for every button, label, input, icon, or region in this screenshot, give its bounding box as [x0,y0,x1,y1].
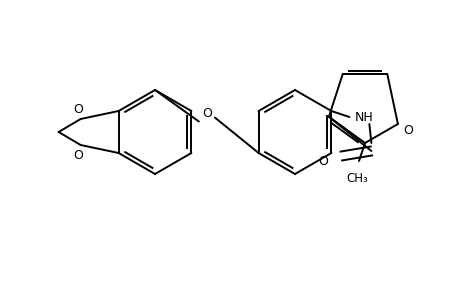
Text: O: O [318,154,328,167]
Text: O: O [73,103,84,116]
Text: O: O [202,107,211,120]
Text: CH₃: CH₃ [345,172,367,185]
Text: NH: NH [354,110,373,124]
Text: O: O [73,148,84,161]
Text: O: O [402,124,412,136]
